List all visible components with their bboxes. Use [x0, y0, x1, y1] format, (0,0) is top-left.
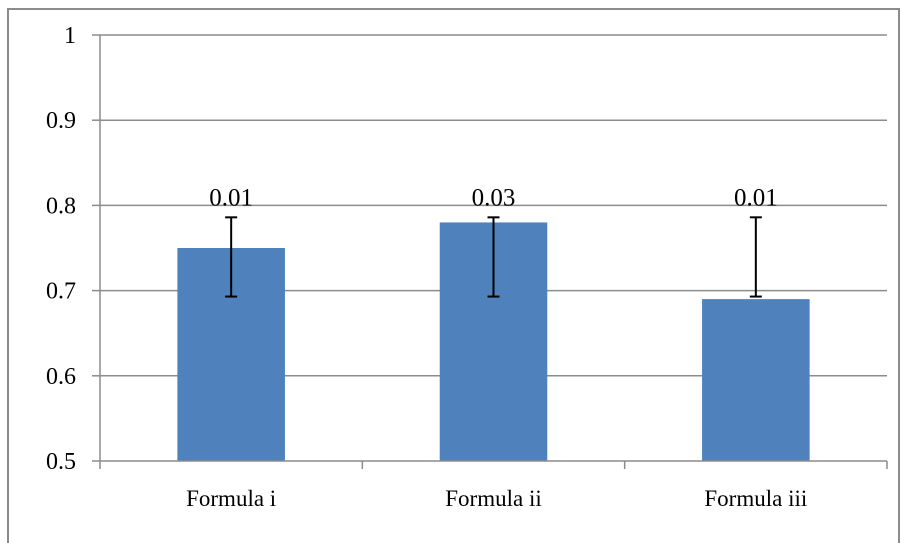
- y-tick-label: 0.8: [46, 193, 76, 219]
- bar: [702, 299, 810, 461]
- y-tick-label: 0.9: [46, 108, 76, 134]
- data-label: 0.01: [209, 184, 253, 211]
- y-tick-label: 0.5: [46, 449, 76, 475]
- chart-frame: [7, 8, 900, 543]
- labels: 0.5 0.6 0.7 0.8 0.9 1 0.01 Formula i 0.03 Formula…: [46, 23, 807, 511]
- x-category-label: Formula iii: [704, 486, 807, 511]
- y-tick-label: 0.7: [46, 279, 76, 305]
- axes: [92, 34, 888, 469]
- y-tick-label: 1: [64, 23, 76, 49]
- data-label: 0.01: [734, 184, 778, 211]
- x-category-label: Formula i: [186, 486, 276, 511]
- error-bars: [225, 216, 762, 298]
- y-tick-label: 0.6: [46, 364, 76, 390]
- x-category-label: Formula ii: [445, 486, 541, 511]
- data-label: 0.03: [472, 184, 516, 211]
